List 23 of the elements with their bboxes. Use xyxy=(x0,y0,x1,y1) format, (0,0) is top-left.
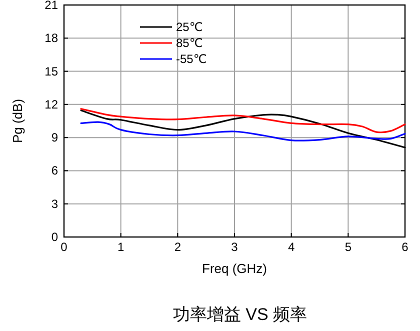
x-tick-label: 0 xyxy=(60,240,68,254)
x-tick-label: 1 xyxy=(117,240,124,254)
y-tick-label: 3 xyxy=(51,196,58,211)
legend-label: 25℃ xyxy=(176,20,203,34)
y-tick-label: 0 xyxy=(51,230,58,244)
line-series xyxy=(80,121,406,142)
x-axis-title: Freq (GHz) xyxy=(202,261,267,276)
text: 功率增益 VS 频率 xyxy=(172,305,308,324)
legend-label: 85℃ xyxy=(176,36,203,50)
x-tick-label: 3 xyxy=(231,240,238,254)
x-tick-label: 2 xyxy=(174,240,182,254)
x-tick-label: 5 xyxy=(344,240,352,254)
y-tick-label: 6 xyxy=(51,164,58,178)
y-tick-label: 15 xyxy=(44,64,58,78)
y-tick-label: 21 xyxy=(44,0,58,12)
y-tick-label: 18 xyxy=(44,31,58,46)
x-tick-label: 6 xyxy=(402,240,409,254)
legend-label: -55℃ xyxy=(176,52,207,66)
y-tick-label: 12 xyxy=(44,97,58,112)
line-series xyxy=(80,108,406,134)
y-tick-label: 9 xyxy=(51,130,58,145)
x-tick-label: 4 xyxy=(288,240,295,254)
y-axis-title: Pg (dB) xyxy=(10,98,25,144)
